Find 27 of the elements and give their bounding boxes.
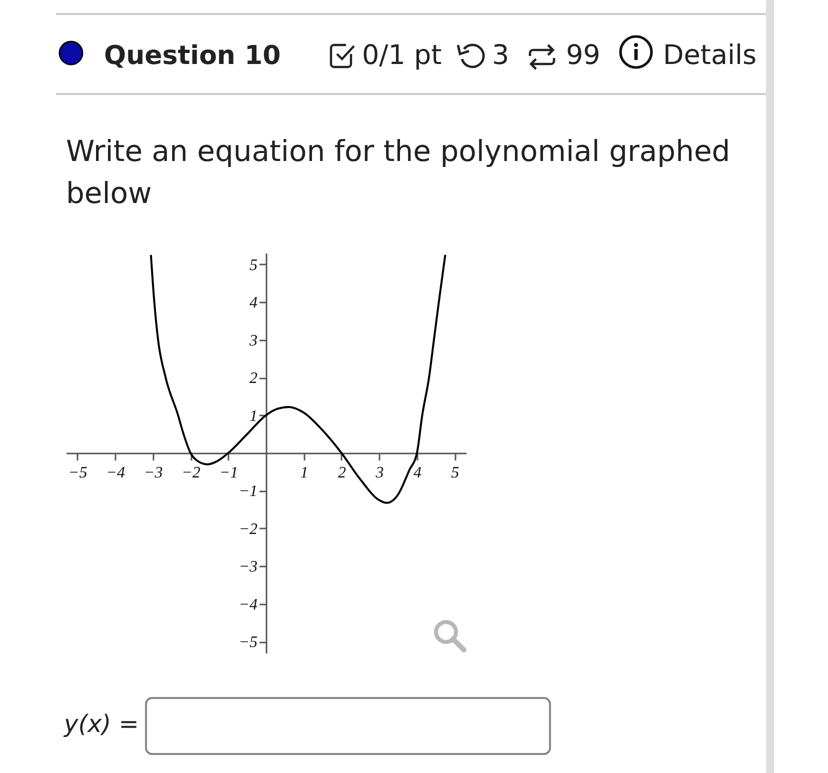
x-tick-label: 4 — [413, 464, 422, 482]
x-tick-label: 5 — [451, 464, 460, 482]
text: Details — [663, 39, 757, 73]
text: y(x) = — [64, 710, 139, 738]
y-tick-label: −3 — [238, 558, 258, 576]
y-tick-label: 1 — [250, 408, 258, 425]
y-tick-label: −2 — [238, 520, 258, 538]
y-tick-label: 3 — [248, 332, 258, 350]
x-tick-label: −4 — [106, 464, 125, 482]
y-tick-label: −1 — [238, 483, 258, 500]
x-tick-label: 1 — [300, 464, 308, 482]
x-tick-label: 3 — [374, 464, 384, 482]
y-tick-label: 4 — [250, 294, 258, 312]
x-tick-label: −5 — [68, 464, 88, 482]
text: Question 10 — [104, 40, 281, 73]
chart-title: Write an equation for the polynomial graphed below — [66, 133, 732, 212]
x-tick-label: −1 — [219, 464, 238, 482]
x-tick-label: −3 — [144, 464, 163, 482]
y-tick-label: 5 — [250, 256, 258, 274]
y-tick-label: −5 — [238, 634, 258, 652]
y-tick-label: −4 — [238, 596, 258, 614]
text: 99 — [566, 39, 600, 73]
x-tick-label: 2 — [338, 464, 346, 482]
text: 3 — [492, 39, 510, 73]
x-tick-label: −2 — [182, 464, 200, 482]
text: 0/1 pt — [362, 39, 442, 73]
y-tick-label: 2 — [250, 370, 258, 388]
